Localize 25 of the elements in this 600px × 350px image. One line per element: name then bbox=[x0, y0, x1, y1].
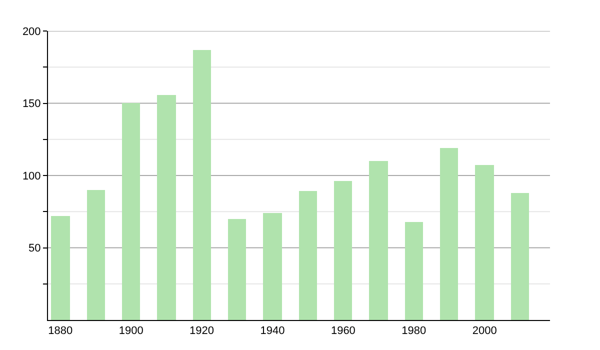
bar bbox=[228, 219, 246, 320]
bar bbox=[87, 190, 105, 320]
x-tick-label: 1980 bbox=[402, 325, 426, 338]
x-tick-label: 1880 bbox=[48, 325, 73, 338]
y-tick-label: 150 bbox=[22, 98, 41, 110]
bar bbox=[369, 161, 388, 320]
x-tick-label: 2000 bbox=[472, 325, 497, 338]
bar bbox=[511, 193, 529, 320]
bar bbox=[334, 181, 352, 320]
y-tick-label: 100 bbox=[22, 170, 41, 182]
bar bbox=[122, 103, 140, 320]
x-tick-label: 1900 bbox=[118, 325, 144, 338]
bar bbox=[157, 95, 176, 320]
x-tick-label: 1960 bbox=[330, 325, 356, 338]
x-tick-label: 1920 bbox=[190, 325, 214, 338]
bar bbox=[475, 165, 494, 320]
bar bbox=[299, 191, 317, 320]
bar bbox=[263, 213, 282, 320]
y-tick-label: 200 bbox=[22, 26, 41, 38]
bar bbox=[440, 148, 458, 320]
y-tick-label: 50 bbox=[28, 242, 41, 255]
bar bbox=[51, 216, 70, 320]
bar bbox=[193, 50, 211, 320]
x-tick-label: 1940 bbox=[260, 325, 285, 338]
bar bbox=[405, 222, 423, 320]
